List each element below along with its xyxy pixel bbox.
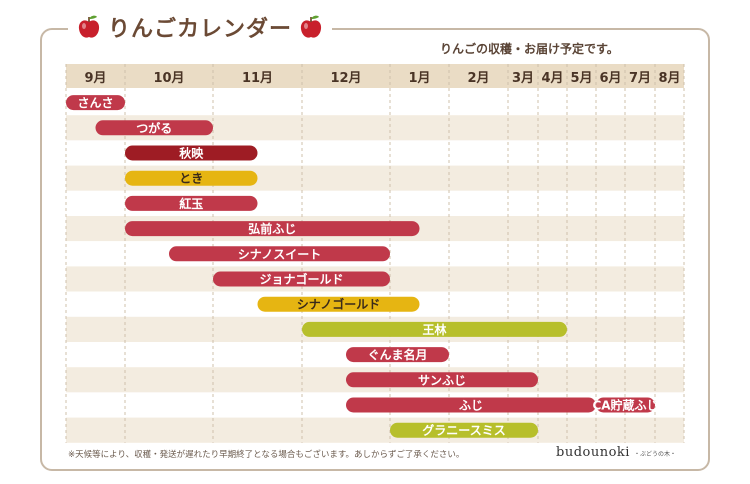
bar-label: 秋映 <box>179 146 204 161</box>
bar-label: 王林 <box>422 322 446 337</box>
bar-label: グラニースミス <box>422 423 505 438</box>
bar-label: 紅玉 <box>179 196 203 211</box>
month-label: 7月 <box>629 71 651 86</box>
bar-label: とき <box>179 172 203 186</box>
gantt-bar <box>257 296 420 312</box>
bar-label: ジョナゴールド <box>259 272 343 287</box>
bar-label: ぐんま名月 <box>367 347 427 362</box>
bar-label: CA貯蔵ふじ <box>592 398 658 413</box>
bar-label: さんさ <box>77 96 113 110</box>
gantt-bar <box>95 120 213 136</box>
month-label: 6月 <box>599 71 621 86</box>
month-label: 4月 <box>541 71 563 86</box>
logo-subtext: ・ぶどうの木・ <box>633 451 676 458</box>
bar-label: サンふじ <box>418 373 466 387</box>
logo-text: budounoki <box>556 445 630 460</box>
gantt-bar <box>390 422 538 438</box>
apple-icon <box>78 15 100 38</box>
gantt-bar <box>346 397 596 413</box>
gantt-bar <box>346 347 449 363</box>
month-label: 11月 <box>242 71 273 86</box>
gantt-bar <box>302 321 567 337</box>
month-label: 5月 <box>570 71 592 86</box>
bar-label: つがる <box>136 120 172 135</box>
bar-label: 弘前ふじ <box>248 221 296 236</box>
month-label: 9月 <box>84 71 106 86</box>
gantt-bar <box>169 246 390 262</box>
apple-icon <box>300 15 322 38</box>
gantt-bar <box>125 221 420 237</box>
month-label: 2月 <box>467 71 489 86</box>
gantt-bar <box>213 271 390 287</box>
gantt-bar <box>596 397 655 413</box>
bar-label: シナノスイート <box>238 247 321 261</box>
gantt-bar <box>66 95 125 111</box>
bar-label: ふじ <box>459 399 483 413</box>
gantt-bar <box>125 170 258 186</box>
gantt-bar <box>125 145 258 161</box>
bar-label: シナノゴールド <box>297 297 380 312</box>
page-title: りんごカレンダー <box>108 17 293 42</box>
row-stripe <box>66 90 684 116</box>
month-header-band <box>66 64 684 88</box>
month-label: 1月 <box>408 71 430 86</box>
month-label: 12月 <box>330 71 361 86</box>
gantt-bar <box>346 372 538 388</box>
brand-logo: budounoki ・ぶどうの木・ <box>556 445 676 460</box>
title-block: りんごカレンダー <box>68 8 333 46</box>
month-label: 3月 <box>512 71 534 86</box>
gantt-bar <box>125 195 258 211</box>
footnote: ※天候等により、収穫・発送が遅れたり早期終了となる場合もございます。あしからずご… <box>68 450 465 460</box>
subtitle: りんごの収穫・お届け予定です。 <box>440 42 619 56</box>
month-label: 10月 <box>153 71 184 86</box>
row-stripe <box>66 417 684 443</box>
month-label: 8月 <box>658 71 680 86</box>
